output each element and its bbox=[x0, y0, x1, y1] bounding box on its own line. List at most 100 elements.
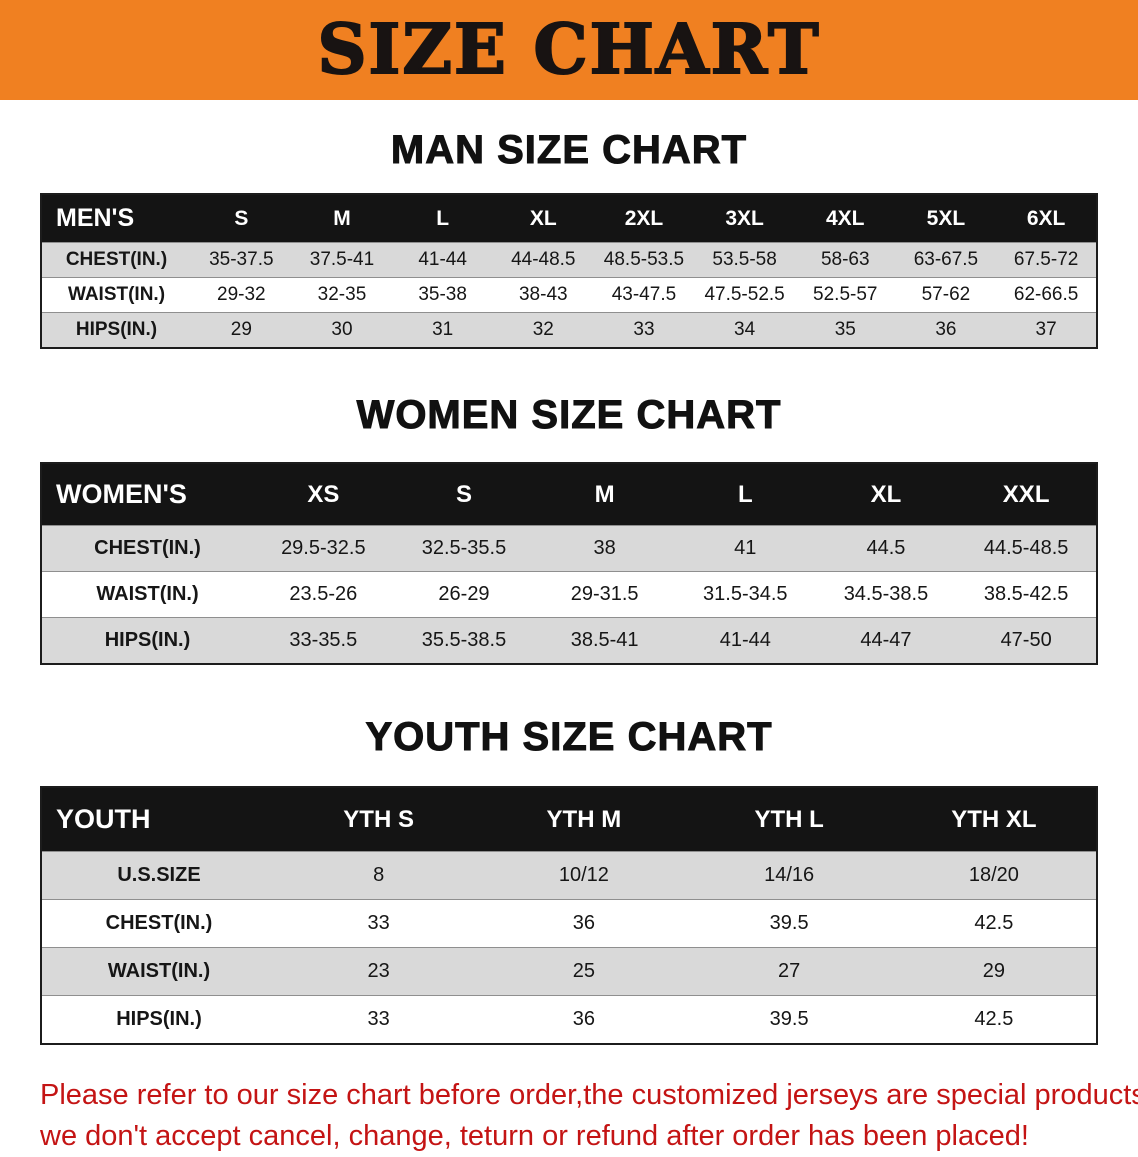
men-chart-heading: MAN SIZE CHART bbox=[390, 128, 748, 173]
women-size-table: WOMEN'S XS S M L XL XXL CHEST(IN.) 29.5-32.5 32.5… bbox=[40, 462, 1098, 665]
size-value: 39.5 bbox=[686, 995, 892, 1044]
row-label: CHEST(IN.) bbox=[41, 899, 276, 948]
size-value: 42.5 bbox=[891, 899, 1097, 948]
size-column-header: S bbox=[393, 463, 535, 526]
size-value: 42.5 bbox=[891, 995, 1097, 1044]
size-value: 41-44 bbox=[674, 617, 816, 664]
size-value: 18/20 bbox=[891, 851, 1097, 900]
size-value: 35.5-38.5 bbox=[393, 617, 535, 664]
size-column-header: 2XL bbox=[593, 194, 695, 243]
table-row: CHEST(IN.) 33 36 39.5 42.5 bbox=[41, 899, 1097, 948]
size-value: 32 bbox=[492, 312, 594, 348]
row-label: CHEST(IN.) bbox=[41, 525, 253, 572]
size-value: 36 bbox=[481, 995, 687, 1044]
size-value: 32.5-35.5 bbox=[393, 525, 535, 572]
table-row: WAIST(IN.) 29-32 32-35 35-38 38-43 43-47.5 47.… bbox=[41, 277, 1097, 313]
size-column-header: L bbox=[392, 194, 493, 243]
size-value: 44-47 bbox=[815, 617, 957, 664]
size-column-header: 3XL bbox=[694, 194, 795, 243]
size-value: 41 bbox=[674, 525, 816, 572]
row-label: CHEST(IN.) bbox=[41, 242, 191, 278]
size-value: 63-67.5 bbox=[895, 242, 997, 278]
size-column-header: XL bbox=[815, 463, 957, 526]
size-value: 38-43 bbox=[492, 277, 594, 313]
size-value: 26-29 bbox=[393, 571, 535, 618]
size-column-header: XXL bbox=[956, 463, 1097, 526]
size-value: 53.5-58 bbox=[694, 242, 795, 278]
size-value: 37.5-41 bbox=[291, 242, 393, 278]
size-column-header: 6XL bbox=[996, 194, 1097, 243]
row-label: WAIST(IN.) bbox=[41, 571, 253, 618]
size-value: 58-63 bbox=[794, 242, 896, 278]
size-column-header: YTH L bbox=[686, 787, 892, 852]
size-value: 29.5-32.5 bbox=[253, 525, 394, 572]
size-value: 23.5-26 bbox=[253, 571, 394, 618]
table-row: HIPS(IN.) 33 36 39.5 42.5 bbox=[41, 995, 1097, 1044]
women-size-section: WOMEN SIZE CHART WOMEN'S XS S M L XL XXL CHEST(… bbox=[0, 393, 1138, 665]
row-label: HIPS(IN.) bbox=[41, 995, 276, 1044]
size-value: 27 bbox=[686, 947, 892, 996]
size-value: 52.5-57 bbox=[794, 277, 896, 313]
order-notice: Please refer to our size chart before or… bbox=[40, 1075, 1138, 1157]
size-value: 44.5 bbox=[815, 525, 957, 572]
size-value: 38.5-41 bbox=[534, 617, 675, 664]
size-value: 35 bbox=[794, 312, 896, 348]
women-chart-heading: WOMEN SIZE CHART bbox=[356, 393, 782, 438]
youth-size-section: YOUTH SIZE CHART YOUTH YTH S YTH M YTH L YTH… bbox=[0, 715, 1138, 1045]
men-size-section: MAN SIZE CHART MEN'S S M L XL 2XL 3XL 4XL 5XL 6XL… bbox=[0, 128, 1138, 349]
size-value: 29-32 bbox=[191, 277, 292, 313]
table-row: CHEST(IN.) 29.5-32.5 32.5-35.5 38 41 44.5 44.5… bbox=[41, 525, 1097, 572]
table-title-cell: MEN'S bbox=[41, 194, 191, 243]
size-value: 23 bbox=[276, 947, 482, 996]
row-label: WAIST(IN.) bbox=[41, 947, 276, 996]
table-header-row: WOMEN'S XS S M L XL XXL bbox=[41, 463, 1097, 526]
size-value: 38 bbox=[534, 525, 675, 572]
size-value: 37 bbox=[996, 312, 1097, 348]
size-value: 8 bbox=[276, 851, 482, 900]
row-label: HIPS(IN.) bbox=[41, 617, 253, 664]
table-header-row: YOUTH YTH S YTH M YTH L YTH XL bbox=[41, 787, 1097, 852]
size-column-header: 4XL bbox=[794, 194, 896, 243]
table-row: U.S.SIZE 8 10/12 14/16 18/20 bbox=[41, 851, 1097, 900]
size-value: 30 bbox=[291, 312, 393, 348]
youth-size-table: YOUTH YTH S YTH M YTH L YTH XL U.S.SIZE 8 10/12… bbox=[40, 786, 1098, 1045]
size-column-header: XS bbox=[253, 463, 394, 526]
table-title-cell: WOMEN'S bbox=[41, 463, 253, 526]
size-column-header: M bbox=[291, 194, 393, 243]
size-value: 62-66.5 bbox=[996, 277, 1097, 313]
size-value: 35-37.5 bbox=[191, 242, 292, 278]
row-label: U.S.SIZE bbox=[41, 851, 276, 900]
size-value: 48.5-53.5 bbox=[593, 242, 695, 278]
size-column-header: YTH XL bbox=[891, 787, 1097, 852]
table-row: CHEST(IN.) 35-37.5 37.5-41 41-44 44-48.5 48.5… bbox=[41, 242, 1097, 278]
size-value: 33-35.5 bbox=[253, 617, 394, 664]
size-value: 36 bbox=[481, 899, 687, 948]
youth-chart-heading: YOUTH SIZE CHART bbox=[365, 715, 773, 760]
size-value: 36 bbox=[895, 312, 997, 348]
table-header-row: MEN'S S M L XL 2XL 3XL 4XL 5XL 6XL bbox=[41, 194, 1097, 243]
banner: SIZE CHART bbox=[0, 0, 1138, 100]
size-value: 39.5 bbox=[686, 899, 892, 948]
size-value: 44.5-48.5 bbox=[956, 525, 1097, 572]
row-label: WAIST(IN.) bbox=[41, 277, 191, 313]
size-column-header: L bbox=[674, 463, 816, 526]
size-value: 67.5-72 bbox=[996, 242, 1097, 278]
size-column-header: YTH M bbox=[481, 787, 687, 852]
size-value: 47-50 bbox=[956, 617, 1097, 664]
men-size-table: MEN'S S M L XL 2XL 3XL 4XL 5XL 6XL CHEST(IN.) 35-37… bbox=[40, 193, 1098, 349]
size-value: 31.5-34.5 bbox=[674, 571, 816, 618]
size-value: 25 bbox=[481, 947, 687, 996]
table-title-cell: YOUTH bbox=[41, 787, 276, 852]
size-value: 33 bbox=[593, 312, 695, 348]
size-value: 31 bbox=[392, 312, 493, 348]
size-column-header: S bbox=[191, 194, 292, 243]
size-value: 29 bbox=[191, 312, 292, 348]
size-column-header: YTH S bbox=[276, 787, 482, 852]
size-value: 34.5-38.5 bbox=[815, 571, 957, 618]
size-value: 34 bbox=[694, 312, 795, 348]
size-value: 44-48.5 bbox=[492, 242, 594, 278]
size-value: 38.5-42.5 bbox=[956, 571, 1097, 618]
size-value: 32-35 bbox=[291, 277, 393, 313]
table-row: HIPS(IN.) 29 30 31 32 33 34 35 36 37 bbox=[41, 312, 1097, 348]
